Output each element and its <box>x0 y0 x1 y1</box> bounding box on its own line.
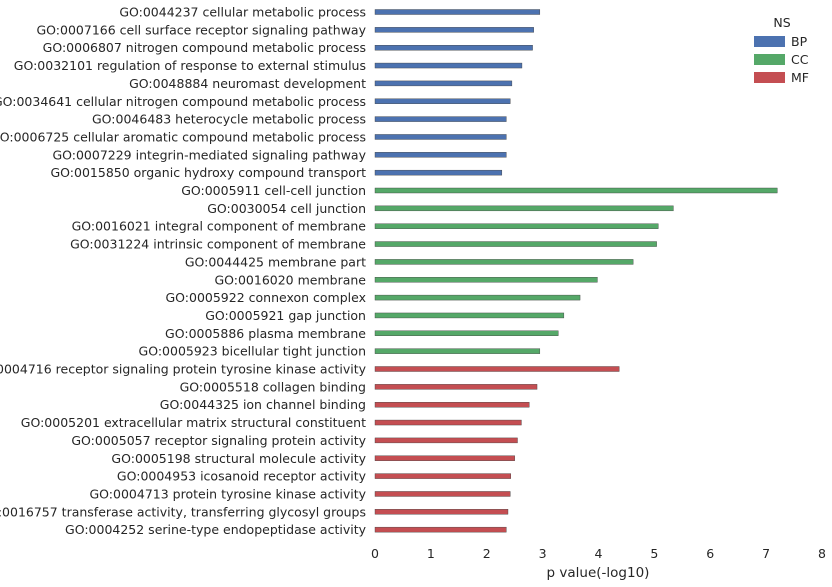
legend-entries: BP CC MF <box>754 34 809 85</box>
category-label: GO:0007229 integrin-mediated signaling p… <box>52 147 366 162</box>
category-label: GO:0030054 cell junction <box>207 201 366 216</box>
category-label: GO:0016020 membrane <box>214 272 366 287</box>
x-axis-ticks: 0 1 2 3 4 5 6 7 8 <box>371 546 826 561</box>
bar-cc <box>374 348 541 354</box>
bar-mf <box>374 509 509 515</box>
bar-cc <box>374 259 634 265</box>
category-label: GO:0044325 ion channel binding <box>160 397 366 412</box>
x-tick-label: 2 <box>483 546 491 561</box>
category-label: GO:0034641 cellular nitrogen compound me… <box>0 94 366 109</box>
bar-mf <box>374 419 522 426</box>
x-tick-label: 7 <box>762 546 770 561</box>
legend-title: NS <box>773 15 790 30</box>
bar-bp <box>374 169 503 176</box>
category-label: GO:0048884 neuromast development <box>129 76 366 91</box>
category-label: GO:0016021 integral component of membran… <box>72 219 367 234</box>
bars-group <box>374 9 778 533</box>
legend-label-bp: BP <box>791 34 808 49</box>
x-tick-label: 1 <box>427 546 435 561</box>
category-labels: GO:0044237 cellular metabolic process GO:… <box>0 5 367 538</box>
legend: NS BP CC MF <box>754 15 809 85</box>
category-label: GO:0004953 icosanoid receptor activity <box>117 469 367 484</box>
bar-mf <box>374 455 515 461</box>
legend-label-mf: MF <box>791 70 809 85</box>
bar-cc <box>374 187 778 194</box>
category-label: GO:0031224 intrinsic component of membra… <box>70 237 366 252</box>
legend-swatch-mf <box>754 72 785 83</box>
x-tick-label: 8 <box>818 546 826 561</box>
bar-bp <box>374 62 523 69</box>
bar-mf <box>374 526 507 533</box>
bar-mf <box>374 384 538 390</box>
bar-bp <box>374 27 534 33</box>
bar-cc <box>374 241 657 247</box>
bar-mf <box>374 437 518 444</box>
category-label: GO:0005886 plasma membrane <box>165 326 366 341</box>
category-label: GO:0005057 receptor signaling protein ac… <box>71 433 366 448</box>
x-tick-label: 3 <box>539 546 547 561</box>
category-label: GO:0005198 structural molecule activity <box>111 451 366 466</box>
bar-cc <box>374 223 659 229</box>
category-label: GO:0044237 cellular metabolic process <box>119 5 366 20</box>
x-tick-label: 5 <box>650 546 658 561</box>
x-tick-label: 6 <box>706 546 714 561</box>
bar-bp <box>374 45 533 51</box>
bar-mf <box>374 473 511 479</box>
category-label: GO:0005922 connexon complex <box>165 290 366 305</box>
bar-mf <box>374 491 511 497</box>
bar-cc <box>374 330 559 336</box>
bar-mf <box>374 402 530 408</box>
category-label: GO:0005923 bicellular tight junction <box>139 344 366 359</box>
category-label: GO:0006725 cellular aromatic compound me… <box>0 129 366 144</box>
bar-bp <box>374 98 511 104</box>
x-tick-label: 0 <box>371 546 379 561</box>
bar-bp <box>374 134 507 140</box>
bar-cc <box>374 294 581 301</box>
bar-mf <box>374 366 620 372</box>
category-label: GO:0015850 organic hydroxy compound tran… <box>50 165 366 180</box>
category-label: GO:0006807 nitrogen compound metabolic p… <box>43 40 366 55</box>
legend-swatch-cc <box>754 54 785 65</box>
bar-cc <box>374 312 565 319</box>
legend-swatch-bp <box>754 36 785 47</box>
category-label: GO:0005921 gap junction <box>205 308 366 323</box>
bar-cc <box>374 277 598 283</box>
category-label: GO:0004716 receptor signaling protein ty… <box>0 362 367 377</box>
bar-cc <box>374 205 674 212</box>
bar-bp <box>374 80 513 87</box>
category-label: GO:0007166 cell surface receptor signali… <box>36 22 366 37</box>
category-label: GO:0044425 membrane part <box>185 254 366 269</box>
category-label: GO:0016757 transferase activity, transfe… <box>0 504 366 519</box>
category-label: GO:0005201 extracellular matrix structur… <box>21 415 366 430</box>
category-label: GO:0004713 protein tyrosine kinase activ… <box>90 486 367 501</box>
bar-bp <box>374 116 507 122</box>
x-tick-label: 4 <box>595 546 603 561</box>
category-label: GO:0032101 regulation of response to ext… <box>14 58 366 73</box>
category-label: GO:0005911 cell-cell junction <box>181 183 366 198</box>
category-label: GO:0004252 serine-type endopeptidase act… <box>65 522 367 537</box>
category-label: GO:0046483 heterocycle metabolic process <box>92 112 366 127</box>
bar-bp <box>374 152 507 158</box>
bar-bp <box>374 9 541 15</box>
category-label: GO:0005518 collagen binding <box>180 379 366 394</box>
x-axis-title: p value(-log10) <box>547 565 650 581</box>
legend-label-cc: CC <box>791 52 809 67</box>
